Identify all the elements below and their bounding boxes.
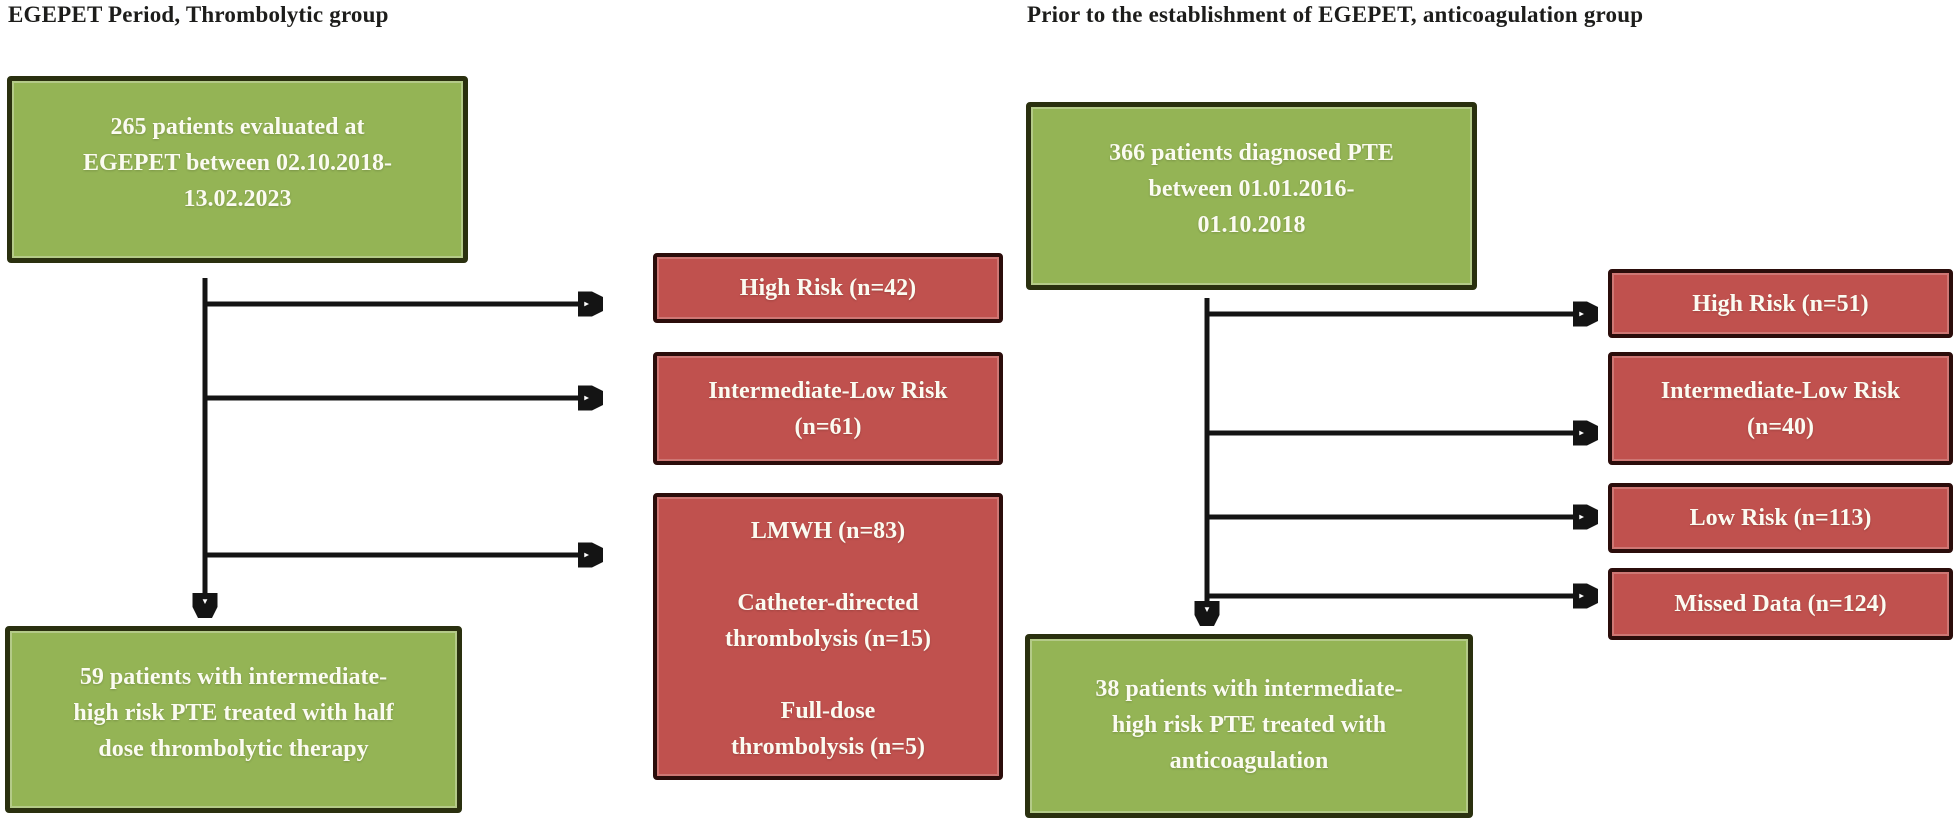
left-source-box-text: 265 patients evaluated at EGEPET between…: [83, 114, 392, 212]
left-result-box-text: 59 patients with intermediate- high risk…: [73, 664, 394, 762]
right-outcome-box-high-risk: High Risk (n=51): [1608, 269, 1953, 338]
right-source-box-text: 366 patients diagnosed PTE between 01.01…: [1109, 140, 1394, 238]
left-outcome-box-intermediate-low: Intermediate-Low Risk (n=61): [653, 352, 1003, 465]
right-group-title: Prior to the establishment of EGEPET, an…: [1027, 2, 1644, 27]
right-source-box: 366 patients diagnosed PTE between 01.01…: [1026, 102, 1477, 290]
left-outcome-intermediate-low-text: Intermediate-Low Risk (n=61): [708, 377, 948, 440]
left-outcome-box-high-risk: High Risk (n=42): [653, 253, 1003, 323]
right-result-box: 38 patients with intermediate- high risk…: [1025, 634, 1473, 818]
right-outcome-box-low-risk: Low Risk (n=113): [1608, 483, 1953, 553]
right-outcome-intermediate-low-text: Intermediate-Low Risk (n=40): [1660, 377, 1901, 440]
left-group-title: EGEPET Period, Thrombolytic group: [8, 2, 389, 27]
right-outcome-high-risk-text: High Risk (n=51): [1692, 290, 1869, 317]
right-outcome-low-risk-text: Low Risk (n=113): [1689, 505, 1872, 531]
right-outcome-missed-data-text: Missed Data (n=124): [1674, 591, 1887, 617]
left-source-box: 265 patients evaluated at EGEPET between…: [7, 76, 468, 263]
left-result-box: 59 patients with intermediate- high risk…: [5, 626, 462, 813]
left-outcome-high-risk-text: High Risk (n=42): [739, 275, 917, 301]
left-outcome-treatment-text: LMWH (n=83) Catheter-directed thrombolys…: [725, 518, 931, 760]
right-outcome-box-missed-data: Missed Data (n=124): [1608, 568, 1953, 640]
right-outcome-box-intermediate-low: Intermediate-Low Risk (n=40): [1608, 352, 1953, 465]
right-result-box-text: 38 patients with intermediate- high risk…: [1095, 676, 1403, 774]
left-outcome-box-treatment: LMWH (n=83) Catheter-directed thrombolys…: [653, 493, 1003, 780]
